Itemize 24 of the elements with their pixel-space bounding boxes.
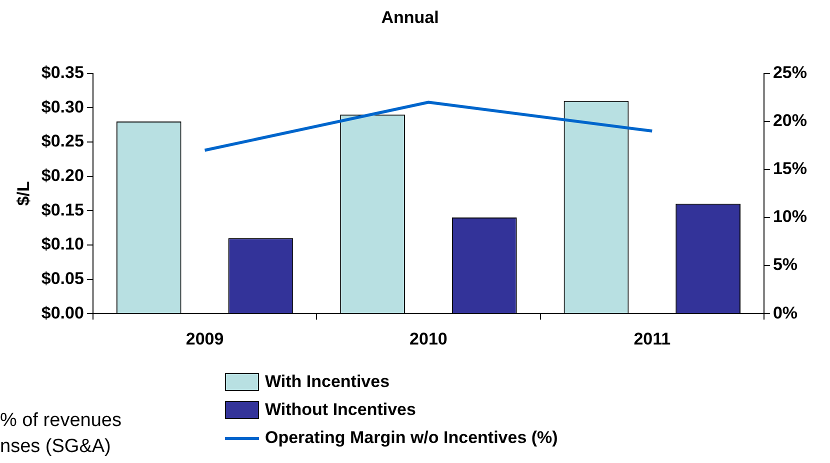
y2-tick-label: 0% (772, 303, 798, 322)
x-tick-label: 2009 (186, 329, 224, 348)
text: nses (SG&A) (0, 436, 111, 458)
y-axis-title: $/L (14, 181, 33, 206)
y2-tick-label: 25% (772, 63, 808, 82)
y2-tick-label: 20% (772, 111, 808, 130)
y-tick-label: $0.30 (41, 97, 84, 116)
text: % of revenues (0, 410, 122, 432)
y-tick-label: $0.10 (41, 234, 84, 254)
y2-tick-label: 5% (772, 255, 798, 274)
y-tick-label: $0.35 (41, 63, 84, 82)
y-tick-label: $0.00 (41, 303, 84, 322)
y-tick-label: $0.15 (41, 200, 84, 220)
y2-tick-label: 15% (772, 159, 808, 178)
x-tick-label: 2011 (634, 329, 671, 348)
legend-label: With Incentives (265, 372, 390, 392)
legend-label: Operating Margin w/o Incentives (%) (265, 428, 558, 448)
y-tick-label: $0.25 (41, 132, 84, 151)
y2-tick-label: 10% (772, 207, 808, 226)
chart-title: Annual (381, 8, 439, 27)
x-tick-label: 2010 (410, 329, 448, 348)
y-tick-label: $0.20 (41, 166, 84, 186)
y-tick-label: $0.05 (41, 268, 84, 288)
legend-label: Without Incentives (265, 400, 416, 420)
